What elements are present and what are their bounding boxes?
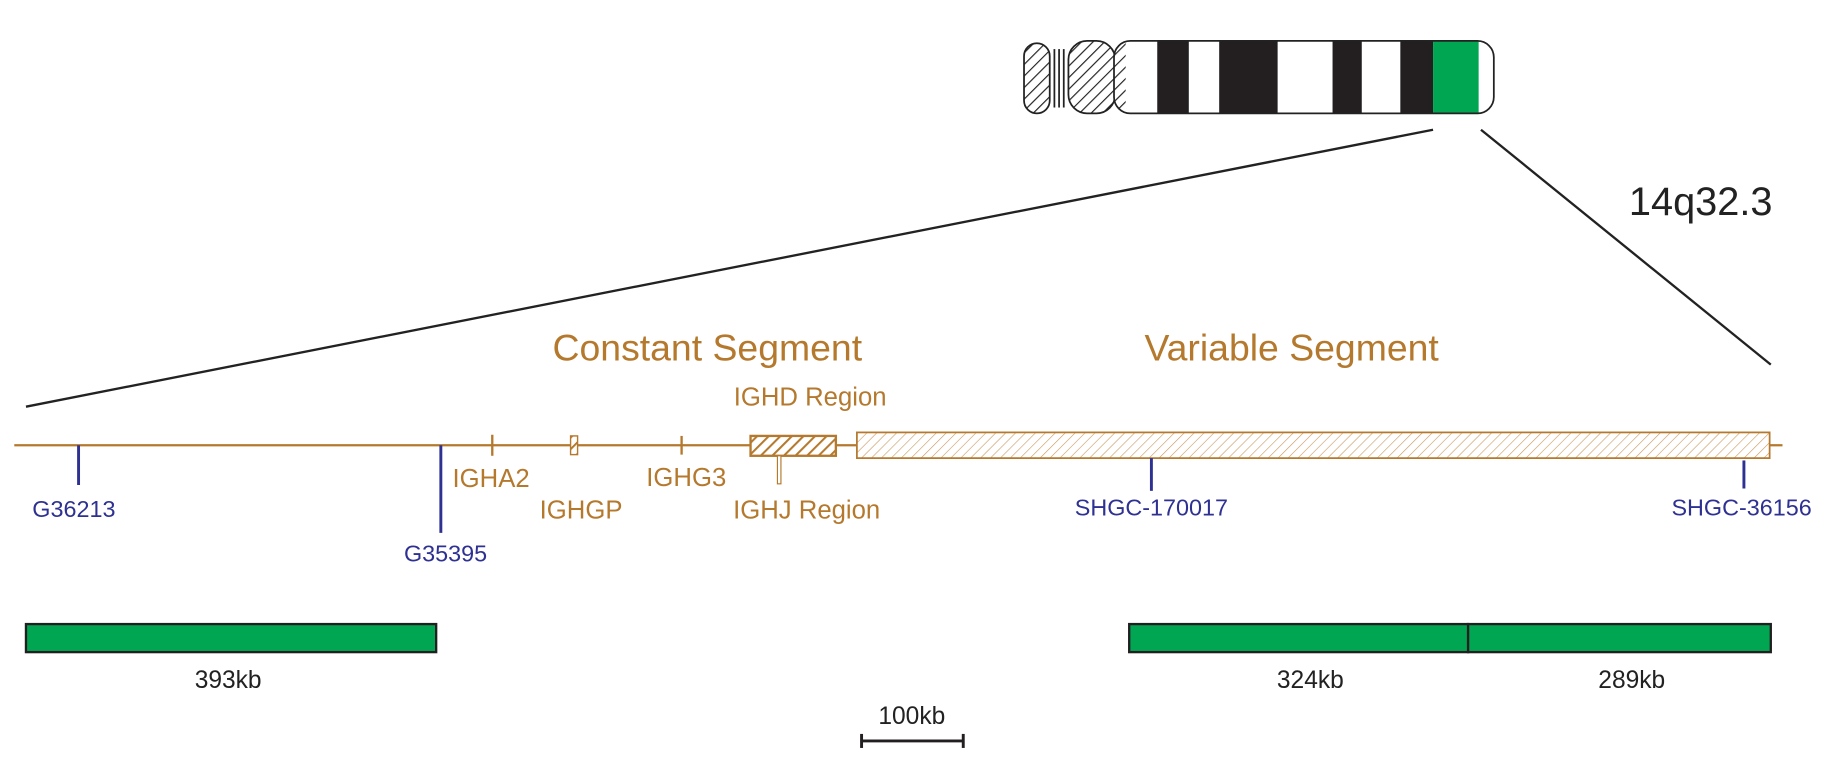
zoom-lines (25, 128, 1772, 408)
marker-label: SHGC-36156 (1671, 495, 1811, 521)
region-label: IGHJ Region (733, 497, 880, 525)
marker-label: G36213 (32, 496, 115, 522)
locus (14, 431, 1783, 485)
marker-label: SHGC-170017 (1075, 495, 1228, 521)
contig-bars (24, 622, 1772, 654)
band-label: 14q32.3 (1629, 180, 1773, 224)
chromosome (1023, 40, 1495, 115)
marker-ticks (77, 445, 1746, 533)
gene-label: IGHA2 (453, 465, 530, 493)
scale-bar (860, 733, 965, 748)
scale-label: 100kb (878, 703, 945, 730)
marker-label: G35395 (404, 540, 487, 566)
gene-label: IGHG3 (646, 464, 726, 492)
region-label: IGHD Region (734, 383, 887, 411)
gene-label: IGHGP (540, 497, 623, 525)
segment-title: Constant Segment (553, 326, 863, 368)
contig-label: 289kb (1598, 667, 1665, 694)
segment-title: Variable Segment (1144, 326, 1439, 368)
contig-label: 324kb (1277, 667, 1344, 694)
contig-label: 393kb (195, 667, 262, 694)
